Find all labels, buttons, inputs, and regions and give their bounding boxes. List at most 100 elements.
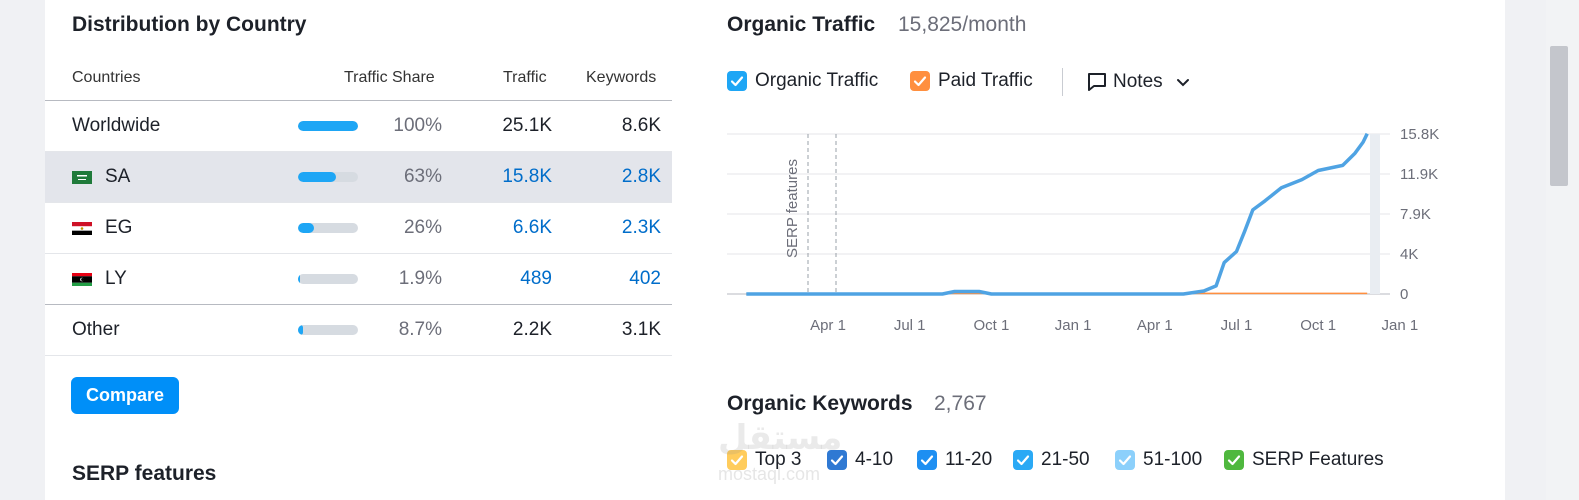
watermark-logo: مستقل xyxy=(718,419,843,457)
keyword-filter-label[interactable]: SERP Features xyxy=(1252,449,1384,470)
traffic-value[interactable]: 6.6K xyxy=(512,217,552,238)
traffic-share-value: 63% xyxy=(403,166,442,187)
paid-traffic-legend-label[interactable]: Paid Traffic xyxy=(938,70,1033,91)
check-icon xyxy=(730,455,744,466)
check-icon xyxy=(1118,455,1132,466)
traffic-value: 2.2K xyxy=(512,319,552,340)
traffic-share-value: 1.9% xyxy=(398,268,442,289)
keyword-filter-checkbox[interactable] xyxy=(1013,450,1033,470)
table-row: Other 8.7% 2.2K 3.1K xyxy=(45,305,672,356)
chart-grid xyxy=(727,133,1390,295)
col-countries: Countries xyxy=(72,69,141,86)
x-tick-label: Jul 1 xyxy=(894,317,926,334)
current-period-band xyxy=(1370,134,1380,294)
check-icon xyxy=(730,76,744,87)
x-tick-label: Jan 1 xyxy=(1382,317,1419,334)
traffic-share-bar xyxy=(298,223,358,233)
traffic-share-value: 8.7% xyxy=(398,319,442,340)
y-tick-label: 11.9K xyxy=(1400,166,1438,183)
legend-divider xyxy=(1062,68,1063,96)
overview-card xyxy=(45,0,1505,500)
traffic-share-value: 100% xyxy=(393,115,442,136)
watermark-url: mostaql.com xyxy=(718,464,821,484)
check-icon xyxy=(920,455,934,466)
x-tick-label: Oct 1 xyxy=(1300,317,1336,334)
traffic-share-fill xyxy=(298,325,304,335)
keywords-value[interactable]: 2.3K xyxy=(621,217,661,238)
country-code[interactable]: EG xyxy=(105,217,133,238)
paid-traffic-checkbox[interactable] xyxy=(910,71,930,91)
check-icon xyxy=(1016,455,1030,466)
traffic-share-bar xyxy=(298,121,358,131)
country-name: Other xyxy=(72,319,120,340)
keyword-filter-label[interactable]: Top 3 xyxy=(755,449,802,470)
country-code[interactable]: LY xyxy=(105,268,127,289)
scrollbar-thumb[interactable] xyxy=(1550,46,1568,186)
organic-traffic-chart[interactable]: SERP features 15.8K 11.9K 7.9K 4K 0 Apr 1 Jul… xyxy=(0,0,1579,360)
col-keywords[interactable]: Keywords xyxy=(586,69,657,86)
keyword-filter-checkbox[interactable] xyxy=(1224,450,1244,470)
organic-keywords-title: Organic Keywords xyxy=(727,392,913,415)
table-row[interactable]: EG 26% 6.6K 2.3K xyxy=(45,203,672,254)
col-traffic-share[interactable]: Traffic Share xyxy=(344,69,435,86)
col-traffic[interactable]: Traffic xyxy=(503,69,547,86)
x-tick-label: Jul 1 xyxy=(1221,317,1253,334)
keywords-value: 8.6K xyxy=(621,115,661,136)
ly-flag-icon xyxy=(72,273,92,286)
serp-features-title: SERP features xyxy=(72,462,217,485)
eg-flag-icon xyxy=(72,222,92,235)
keywords-value[interactable]: 402 xyxy=(629,268,661,289)
traffic-value: 25.1K xyxy=(502,115,552,136)
keyword-filter-label[interactable]: 11-20 xyxy=(945,449,993,470)
keyword-filter-checkbox[interactable] xyxy=(917,450,937,470)
traffic-share-bar xyxy=(298,172,358,182)
organic-keywords-value: 2,767 xyxy=(934,392,987,415)
traffic-share-bar xyxy=(298,274,358,284)
traffic-value[interactable]: 489 xyxy=(520,268,552,289)
y-tick-label: 0 xyxy=(1400,286,1408,303)
traffic-share-fill xyxy=(298,274,300,284)
keyword-filter-checkbox[interactable] xyxy=(827,450,847,470)
header-rule xyxy=(45,100,672,101)
distribution-title: Distribution by Country xyxy=(72,13,307,36)
organic-traffic-title: Organic Traffic xyxy=(727,13,876,36)
check-icon xyxy=(1227,455,1241,466)
x-tick-label: Jan 1 xyxy=(1055,317,1092,334)
table-row[interactable]: LY 1.9% 489 402 xyxy=(45,254,672,305)
y-tick-label: 7.9K xyxy=(1400,206,1431,223)
organic-traffic-legend-label[interactable]: Organic Traffic xyxy=(755,70,879,91)
y-tick-label: 4K xyxy=(1400,246,1418,263)
traffic-share-fill xyxy=(298,172,336,182)
compare-button[interactable]: Compare xyxy=(71,377,179,414)
organic-traffic-checkbox[interactable] xyxy=(727,71,747,91)
y-tick-label: 15.8K xyxy=(1400,126,1439,143)
keywords-value[interactable]: 2.8K xyxy=(621,166,661,187)
comment-icon xyxy=(1088,73,1106,91)
keyword-filter-label[interactable]: 4-10 xyxy=(855,449,894,470)
country-name: Worldwide xyxy=(72,115,161,136)
table-row: Worldwide 100% 25.1K 8.6K xyxy=(45,101,672,152)
keywords-value: 3.1K xyxy=(621,319,661,340)
keyword-filter-label[interactable]: 51-100 xyxy=(1143,449,1203,470)
x-tick-label: Apr 1 xyxy=(810,317,846,334)
notes-label: Notes xyxy=(1113,71,1163,92)
traffic-value[interactable]: 15.8K xyxy=(502,166,552,187)
x-tick-label: Apr 1 xyxy=(1137,317,1173,334)
check-icon xyxy=(913,76,927,87)
traffic-share-value: 26% xyxy=(403,217,442,238)
keyword-filter-label[interactable]: 21-50 xyxy=(1041,449,1090,470)
organic-traffic-value: 15,825/month xyxy=(898,13,1027,36)
chart-series xyxy=(746,132,1369,296)
annotation-label: SERP features xyxy=(784,159,801,258)
traffic-share-fill xyxy=(298,121,358,131)
table-row[interactable]: SA 63% 15.8K 2.8K xyxy=(45,152,672,203)
chevron-down-icon xyxy=(1177,79,1189,87)
chart-annotation: SERP features xyxy=(784,134,837,294)
x-tick-label: Oct 1 xyxy=(973,317,1009,334)
series-line xyxy=(746,132,1369,296)
country-code[interactable]: SA xyxy=(105,166,131,187)
chart-y-axis: 15.8K 11.9K 7.9K 4K 0 xyxy=(1400,126,1439,303)
keyword-filter-checkbox[interactable] xyxy=(727,450,747,470)
check-icon xyxy=(830,455,844,466)
keyword-filter-checkbox[interactable] xyxy=(1115,450,1135,470)
